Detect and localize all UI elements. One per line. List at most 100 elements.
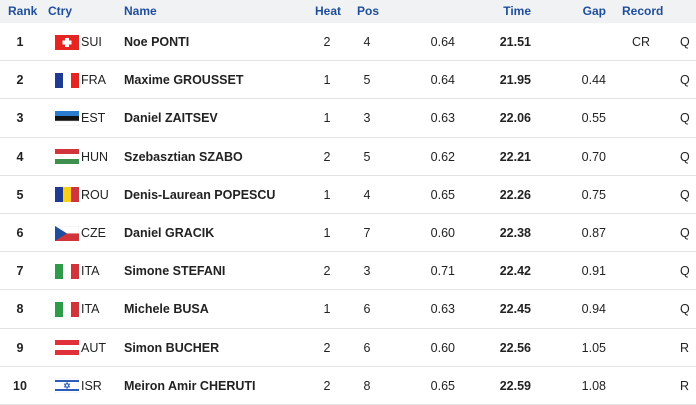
table-row: 4 HUN Szebasztian SZABO 2 5 0.62 22.21 0.70 Q [0, 138, 696, 176]
cell-ctry: EST [81, 111, 106, 126]
column-header: Time [503, 4, 531, 18]
cell-heat: 2 [323, 340, 331, 355]
column-header: Name [124, 4, 157, 18]
cell-pos: 6 [363, 340, 371, 355]
header-row: Rank Ctry Name Heat Pos Time Gap Record [0, 0, 696, 23]
cell-gap: 0.70 [581, 149, 606, 164]
cell-pos: 4 [363, 187, 371, 202]
table-row: 7 ITA Simone STEFANI 2 3 0.71 22.42 0.91 Q [0, 252, 696, 291]
cell-heat: 1 [323, 302, 331, 317]
flag-icon [55, 34, 79, 50]
flag-icon [55, 263, 79, 279]
cell-q: Q [680, 111, 690, 126]
cell-pos: 5 [363, 73, 371, 88]
cell-heat: 1 [323, 73, 331, 88]
cell-time: 22.06 [499, 111, 531, 126]
flag-icon [55, 72, 79, 88]
cell-time: 22.38 [499, 226, 531, 240]
cell-ctry: SUI [81, 35, 102, 49]
cell-q: Q [680, 187, 690, 202]
cell-q: Q [680, 35, 690, 49]
cell-gap: 1.05 [581, 340, 606, 355]
cell-rank: 1 [16, 35, 24, 49]
cell-ctry: FRA [81, 73, 106, 88]
cell-name: Simon BUCHER [124, 340, 220, 355]
table-row: 8 ITA Michele BUSA 1 6 0.63 22.45 0.94 Q [0, 290, 696, 329]
cell-rank: 3 [16, 111, 24, 126]
cell-ctry: ROU [81, 187, 109, 202]
cell-rank: 9 [16, 340, 24, 355]
cell-rt: 0.60 [430, 226, 455, 240]
flag-icon [55, 301, 79, 317]
cell-heat: 1 [323, 226, 331, 240]
cell-heat: 2 [323, 264, 331, 279]
table-row: 9 AUT Simon BUCHER 2 6 0.60 22.56 1.05 R [0, 329, 696, 367]
cell-pos: 8 [363, 378, 371, 393]
cell-gap: 0.75 [581, 187, 606, 202]
column-header: Ctry [48, 4, 73, 18]
cell-heat: 2 [323, 149, 331, 164]
cell-q: R [680, 340, 690, 355]
cell-gap: 0.55 [581, 111, 606, 126]
cell-rt: 0.62 [430, 149, 455, 164]
cell-name: Daniel ZAITSEV [124, 111, 218, 126]
cell-rank: 4 [16, 149, 24, 164]
cell-pos: 3 [363, 111, 371, 126]
cell-pos: 7 [363, 226, 371, 240]
table-row: 5 ROU Denis-Laurean POPESCU 1 4 0.65 22.26 0.75… [0, 176, 696, 214]
cell-ctry: ISR [81, 378, 102, 393]
column-header: Record [622, 4, 664, 18]
cell-q: Q [680, 226, 690, 240]
cell-rt: 0.65 [430, 187, 455, 202]
cell-rank: 6 [16, 226, 24, 240]
cell-heat: 2 [323, 35, 331, 49]
cell-name: Maxime GROUSSET [124, 73, 244, 88]
cell-rt: 0.64 [430, 35, 455, 49]
cell-record: CR [632, 35, 651, 49]
cell-time: 22.59 [499, 378, 531, 393]
cell-name: Szebasztian SZABO [124, 149, 243, 164]
cell-heat: 2 [323, 378, 331, 393]
flag-icon [55, 187, 79, 203]
cell-rt: 0.71 [430, 264, 455, 279]
cell-q: Q [680, 149, 690, 164]
cell-gap: 0.44 [581, 73, 606, 88]
cell-gap: 1.08 [581, 378, 606, 393]
cell-pos: 3 [363, 264, 371, 279]
flag-icon [55, 225, 79, 241]
table-row: 2 FRA Maxime GROUSSET 1 5 0.64 21.95 0.44 Q [0, 61, 696, 100]
cell-rt: 0.60 [430, 340, 455, 355]
cell-pos: 6 [363, 302, 371, 317]
cell-pos: 4 [363, 35, 371, 49]
cell-rank: 5 [16, 187, 24, 202]
cell-ctry: ITA [81, 302, 100, 317]
cell-name: Simone STEFANI [124, 264, 226, 279]
flag-icon [55, 378, 79, 394]
cell-time: 21.95 [499, 73, 531, 88]
cell-ctry: AUT [81, 340, 106, 355]
cell-rt: 0.65 [430, 378, 455, 393]
cell-time: 21.51 [499, 35, 531, 49]
cell-rt: 0.63 [430, 111, 455, 126]
cell-rt: 0.63 [430, 302, 455, 317]
cell-name: Meiron Amir CHERUTI [124, 378, 256, 393]
cell-rank: 8 [16, 302, 24, 317]
cell-name: Daniel GRACIK [124, 226, 215, 240]
cell-time: 22.56 [499, 340, 531, 355]
cell-rank: 2 [16, 73, 24, 88]
cell-q: Q [680, 302, 690, 317]
column-header: Heat [315, 4, 342, 18]
cell-rank: 7 [16, 264, 24, 279]
table-row: 3 EST Daniel ZAITSEV 1 3 0.63 22.06 0.55 Q [0, 99, 696, 138]
table-row: 10 ISR Meiron Amir CHERUTI 2 8 0.65 22.59 1.08 R [0, 367, 696, 405]
cell-heat: 1 [323, 111, 331, 126]
cell-q: Q [680, 73, 690, 88]
cell-rt: 0.64 [430, 73, 455, 88]
cell-time: 22.45 [499, 302, 531, 317]
cell-name: Michele BUSA [124, 302, 209, 317]
cell-name: Noe PONTI [124, 35, 190, 49]
cell-gap: 0.94 [581, 302, 606, 317]
cell-ctry: CZE [81, 226, 106, 240]
cell-q: R [680, 378, 690, 393]
